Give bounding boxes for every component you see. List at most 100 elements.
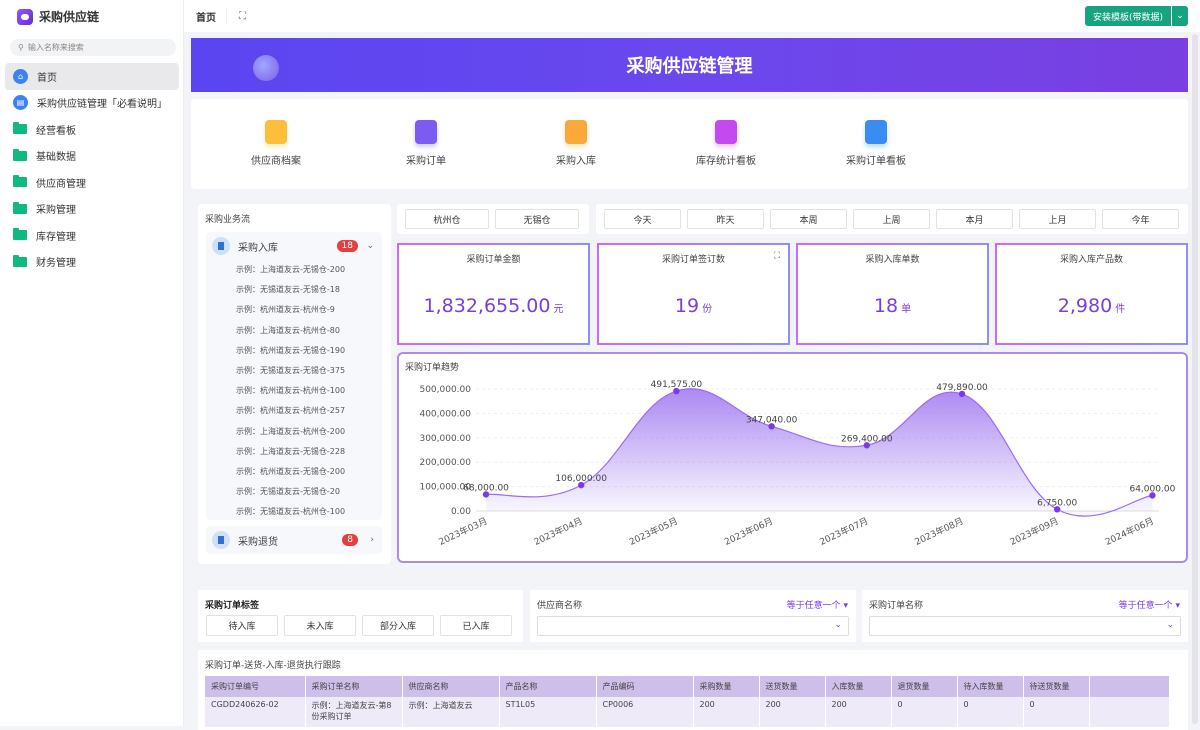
table-cell: CGDD240626-02 <box>205 697 306 727</box>
data-label: 64,000.00 <box>1129 484 1175 494</box>
kpi-card: 采购订单金额 1,832,655.00 元 <box>397 243 590 345</box>
workflow-item[interactable]: 示例：无锡道友云-无锡仓-20 <box>236 487 340 497</box>
quick-link[interactable]: 采购订单 <box>351 99 501 189</box>
folder-icon <box>13 148 27 161</box>
tag-button[interactable]: 待入库 <box>206 615 278 636</box>
workflow-title: 采购业务流 <box>205 215 251 225</box>
quick-link[interactable]: 采购入库 <box>501 99 651 189</box>
quick-link-icon <box>715 120 737 144</box>
workflow-item[interactable]: 示例：杭州道友云-杭州仓-9 <box>236 305 335 315</box>
period-button[interactable]: 今年 <box>1102 209 1179 229</box>
sidebar-item[interactable]: 基础数据 <box>5 143 179 170</box>
data-label: 479,890.00 <box>936 383 988 393</box>
workflow-item[interactable]: 示例：无锡道友云-杭州仓-100 <box>236 507 346 517</box>
fullscreen-icon[interactable]: ⛶ <box>239 10 246 22</box>
install-template-button[interactable]: 安装模板(带数据) <box>1084 6 1171 26</box>
sidebar-nav: ⌂ 首页 ▤ 采购供应链管理「必看说明」 经营看板 基础数据 供应商管理采购管理库存管理财务… <box>5 63 179 275</box>
x-tick-label: 2023年08月 <box>913 515 966 548</box>
data-label: 269,400.00 <box>841 434 893 444</box>
data-label: 491,575.00 <box>651 380 703 390</box>
data-label: 106,000.00 <box>555 474 607 484</box>
workflow-item[interactable]: 示例：无锡道友云-无锡仓-375 <box>236 365 346 375</box>
chevron-down-icon[interactable]: ⌄ <box>366 241 374 251</box>
tag-button[interactable]: 部分入库 <box>362 615 434 636</box>
sidebar-item[interactable]: ⌂ 首页 <box>5 63 179 90</box>
workflow-group-header[interactable]: 采购入库 18 ⌄ <box>206 232 382 260</box>
sidebar-item-label: 采购管理 <box>36 205 76 217</box>
sidebar-item-label: 财务管理 <box>36 258 76 270</box>
period-button[interactable]: 今天 <box>604 209 681 229</box>
chart-svg: 0.00 100,000.00 200,000.00 300,000.00 400,00… <box>419 380 1175 548</box>
chevron-down-icon[interactable]: ⌄ <box>1172 6 1188 26</box>
sidebar-item[interactable]: 采购管理 <box>5 196 179 223</box>
period-button[interactable]: 本周 <box>770 209 847 229</box>
kpi-title: 采购入库产品数 <box>1059 255 1123 265</box>
tag-button[interactable]: 未入库 <box>284 615 356 636</box>
kpi-title: 采购入库单数 <box>865 255 920 265</box>
supplier-select[interactable]: ⌄ <box>537 616 849 636</box>
workflow-group-inbound: 采购入库 18 ⌄ 示例：上海道友云-无锡仓-200 示例：无锡道友云-无锡仓-18 示… <box>206 232 382 520</box>
folder-icon <box>13 122 27 135</box>
folder-icon <box>13 201 27 214</box>
kpi-title: 采购订单金额 <box>466 255 521 265</box>
group-label: 采购入库 <box>238 242 278 254</box>
filter-operator[interactable]: 等于任意一个 ▾ <box>1118 601 1180 611</box>
table-cell: 0 <box>957 697 1024 727</box>
workflow-item[interactable]: 示例：上海道友云-杭州仓-200 <box>236 426 346 436</box>
period-button[interactable]: 昨天 <box>687 209 764 229</box>
y-tick-label: 300,000.00 <box>419 434 471 444</box>
chevron-down-icon: ⌄ <box>834 620 842 630</box>
sidebar-item[interactable]: 财务管理 <box>5 249 179 276</box>
document-icon: ▤ <box>13 95 28 111</box>
sidebar-item[interactable]: 经营看板 <box>5 116 179 143</box>
table-cell: 200 <box>759 697 826 727</box>
workflow-item[interactable]: 示例：上海道友云-无锡仓-200 <box>236 265 346 274</box>
app-title: 采购供应链 <box>39 10 100 24</box>
workflow-item[interactable]: 示例：杭州道友云-杭州仓-257 <box>236 406 346 416</box>
sidebar-item[interactable]: 库存管理 <box>5 222 179 249</box>
kpi-unit: 件 <box>1115 304 1126 315</box>
search-input[interactable]: ⚲ 输入名称来搜索 <box>10 39 176 56</box>
order-name-select[interactable]: ⌄ <box>869 616 1181 636</box>
period-button[interactable]: 上月 <box>1019 209 1096 229</box>
column-header: 入库数量 <box>825 676 892 697</box>
chevron-right-icon[interactable]: › <box>370 535 374 545</box>
kpi-card: 采购订单签订数 19 份 ⛶ <box>597 243 790 345</box>
expand-icon[interactable]: ⛶ <box>773 251 780 261</box>
workflow-item[interactable]: 示例：杭州道友云-无锡仓-200 <box>236 466 346 476</box>
quick-link-label: 采购订单看板 <box>846 156 906 167</box>
kpi-card: 采购入库单数 18 单 <box>796 243 989 345</box>
tab-home[interactable]: 首页 <box>196 8 227 24</box>
workflow-item[interactable]: 示例：上海道友云-无锡仓-228 <box>236 446 346 456</box>
kpi-unit: 份 <box>702 304 713 315</box>
filter-operator[interactable]: 等于任意一个 ▾ <box>786 601 848 611</box>
column-header: 供应商名称 <box>402 676 500 697</box>
data-point <box>482 491 490 498</box>
tags-title: 采购订单标签 <box>205 601 260 611</box>
column-header: 采购订单名称 <box>305 676 403 697</box>
workflow-item[interactable]: 示例：杭州道友云-无锡仓-190 <box>236 345 346 355</box>
data-point <box>578 481 585 489</box>
quick-link[interactable]: 供应商档案 <box>201 99 351 189</box>
sidebar-item[interactable]: ▤ 采购供应链管理「必看说明」 <box>5 90 179 117</box>
quick-links: 供应商档案 采购订单 采购入库 库存统计看板 采购订单看板 <box>191 99 1188 189</box>
sidebar-item[interactable]: 供应商管理 <box>5 169 179 196</box>
search-icon: ⚲ <box>18 43 24 52</box>
workflow-item[interactable]: 示例：上海道友云-杭州仓-80 <box>236 325 340 335</box>
group-label: 采购退货 <box>238 536 278 548</box>
warehouse-button[interactable]: 杭州仓 <box>405 209 489 229</box>
warehouse-button[interactable]: 无锡仓 <box>495 209 579 229</box>
period-button[interactable]: 本月 <box>936 209 1013 229</box>
period-button[interactable]: 上周 <box>853 209 930 229</box>
table-row[interactable]: CGDD240626-02 示例：上海道友云-第8份采购订单 示例：上海道友云 ST1… <box>205 697 1170 727</box>
tag-button[interactable]: 已入库 <box>440 615 512 636</box>
quick-link[interactable]: 库存统计看板 <box>651 99 801 189</box>
y-tick-label: 400,000.00 <box>419 409 471 419</box>
workflow-item[interactable]: 示例：无锡道友云-无锡仓-18 <box>236 285 340 295</box>
workflow-group-header[interactable]: 采购退货 8 › <box>206 526 382 554</box>
quick-link[interactable]: 采购订单看板 <box>801 99 951 189</box>
x-tick-label: 2023年04月 <box>532 515 585 548</box>
workflow-item[interactable]: 示例：杭州道友云-杭州仓-100 <box>236 386 346 396</box>
tag-filter: 采购订单标签 待入库 未入库 部分入库 已入库 <box>198 590 523 642</box>
scrollbar[interactable] <box>1192 34 1198 724</box>
